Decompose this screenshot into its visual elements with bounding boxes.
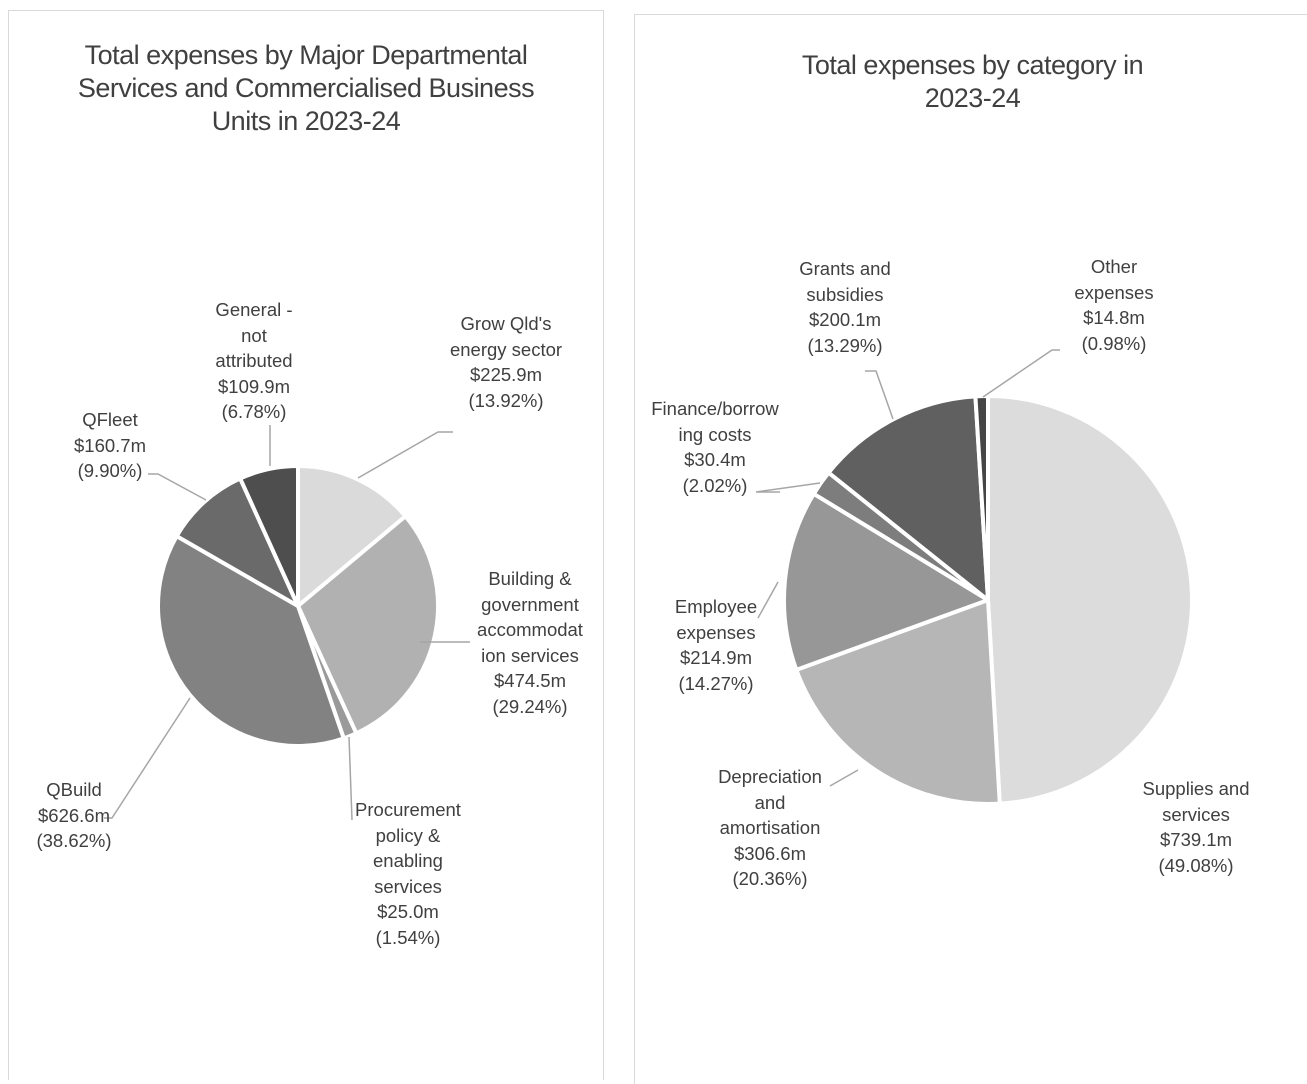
leader-line xyxy=(829,769,859,787)
slice-label-line: services xyxy=(1162,803,1230,825)
slice-data-label: Finance/borrow ing costs $30.4m (2.02%) xyxy=(651,396,779,498)
slice-percent: (1.54%) xyxy=(375,926,441,948)
slice-data-label: QBuild $626.6m (38.62%) xyxy=(36,777,111,854)
slice-data-label: Depreciation and amortisation $306.6m (20.36… xyxy=(718,764,822,892)
pie-slice-category-5 xyxy=(826,394,990,602)
slice-label-line: energy sector xyxy=(449,338,563,360)
slice-label-line: accommodat xyxy=(477,619,583,640)
pie-slice-services-1 xyxy=(296,464,408,608)
slice-label-line: government xyxy=(481,593,579,615)
pie-slice-services-6 xyxy=(238,464,300,608)
slice-label-line: not xyxy=(241,324,267,346)
leader-line xyxy=(148,473,207,501)
slice-data-label: Building & government accommodat ion servic… xyxy=(477,566,583,719)
slice-percent: (13.92%) xyxy=(468,389,544,411)
pie-slice-category-1 xyxy=(986,394,1195,806)
pie-slice-category-6 xyxy=(973,394,990,602)
slice-label-line: attributed xyxy=(215,350,293,371)
slice-label-line: ing costs xyxy=(678,423,752,445)
slice-value: $200.1m xyxy=(809,309,881,330)
slice-label-line: ion services xyxy=(481,644,579,666)
slice-label-line: and xyxy=(754,791,786,813)
leader-line xyxy=(348,736,353,821)
slice-percent: (2.02%) xyxy=(682,474,748,496)
pie-slice-category-3 xyxy=(782,491,990,672)
leader-line xyxy=(755,482,821,493)
slice-data-label: Employee expenses $214.9m (14.27%) xyxy=(675,594,757,696)
slice-value: $739.1m xyxy=(1159,829,1232,850)
slice-percent: (13.29%) xyxy=(807,334,883,356)
slice-value: $160.7m xyxy=(74,434,146,456)
leader-line xyxy=(757,581,779,619)
slice-percent: (29.24%) xyxy=(492,695,568,717)
slice-label-line: policy & xyxy=(375,824,441,846)
slice-label-line: Finance/borrow xyxy=(651,398,779,419)
slice-value: $214.9m xyxy=(679,647,752,668)
slice-percent: (9.90%) xyxy=(77,460,143,481)
slice-percent: (49.08%) xyxy=(1158,854,1234,876)
slice-value: $30.4m xyxy=(684,449,746,470)
slice-data-label: Supplies and services $739.1m (49.08%) xyxy=(1143,776,1250,878)
chart-title: Total expenses by Major Departmental Ser… xyxy=(77,40,535,136)
leader-line xyxy=(104,697,191,819)
slice-data-label: Procurement policy & enabling services $25.0… xyxy=(355,797,461,950)
slice-data-label: Grow Qld's energy sector $225.9m (13.92%) xyxy=(450,311,562,413)
slice-label-line: amortisation xyxy=(719,817,821,838)
slice-label-line: Supplies and xyxy=(1142,778,1250,799)
slice-value: $109.9m xyxy=(217,375,290,397)
chart-title: Total expenses by category in 2023-24 xyxy=(801,50,1144,113)
slice-label-line: enabling xyxy=(373,850,443,871)
slice-label-line: Building & xyxy=(488,568,572,589)
slice-value: $306.6m xyxy=(734,842,806,864)
slice-percent: (14.27%) xyxy=(678,672,754,694)
slice-label-line: Employee xyxy=(674,596,758,617)
slice-label-line: QFleet xyxy=(82,409,138,430)
slice-label-line: Depreciation xyxy=(718,766,822,787)
slice-label-line: General - xyxy=(215,299,293,320)
slice-percent: (20.36%) xyxy=(732,868,808,889)
slice-label-line: Grow Qld's xyxy=(460,313,552,334)
chart-panel-major-services: Total expenses by Major Departmental Ser… xyxy=(8,10,604,1080)
slice-value: $225.9m xyxy=(470,364,542,385)
slice-label-line: subsidies xyxy=(806,283,884,305)
slice-label-line: Grants and xyxy=(799,258,891,279)
pie-slice-category-2 xyxy=(794,598,1002,806)
leader-line xyxy=(865,370,894,420)
pie-slice-services-4 xyxy=(156,534,346,748)
slice-data-label: Grants and subsidies $200.1m (13.29%) xyxy=(799,256,891,358)
slice-label-line: expenses xyxy=(1074,281,1154,303)
slice-label-line: expenses xyxy=(676,621,756,643)
slice-label-line: Procurement xyxy=(355,799,461,820)
slice-percent: (6.78%) xyxy=(221,401,287,422)
slice-label-line: QBuild xyxy=(46,779,102,800)
leader-line xyxy=(982,349,1060,398)
slice-data-label: QFleet $160.7m (9.90%) xyxy=(74,407,146,484)
slice-value: $474.5m xyxy=(494,670,566,691)
leader-line xyxy=(357,431,453,479)
slice-value: $14.8m xyxy=(1083,307,1145,328)
slice-percent: (0.98%) xyxy=(1081,332,1147,354)
slice-value: $626.6m xyxy=(37,804,110,826)
slice-data-label: General - not attributed $109.9m (6.78%) xyxy=(215,297,292,425)
slice-value: $25.0m xyxy=(377,901,439,922)
slice-label-line: Other xyxy=(1090,256,1138,277)
slice-label-line: services xyxy=(374,875,442,897)
slice-data-label: Other expenses $14.8m (0.98%) xyxy=(1074,254,1153,356)
slice-percent: (38.62%) xyxy=(36,830,112,851)
